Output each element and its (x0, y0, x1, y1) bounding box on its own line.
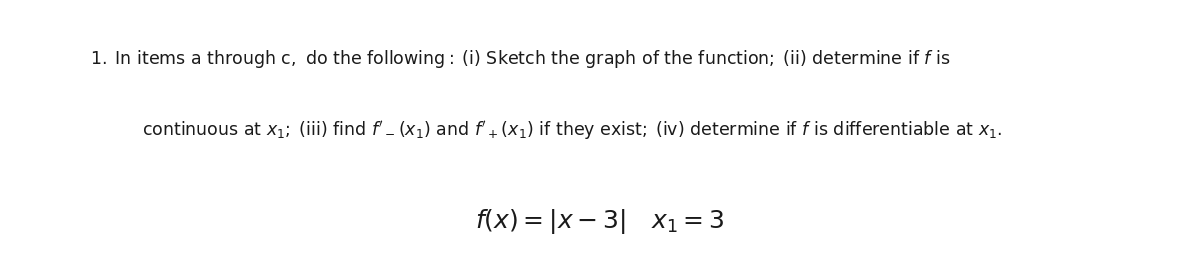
Text: $f(x) = |x-3| \quad x_1 = 3$: $f(x) = |x-3| \quad x_1 = 3$ (475, 207, 725, 236)
Text: $\mathrm{continuous\ at\ }x_1\mathrm{;\;(iii)\ find\ }f'_-(x_1)\mathrm{\ and\ }f: $\mathrm{continuous\ at\ }x_1\mathrm{;\;… (142, 119, 1002, 142)
Text: $1.\;\mathrm{In\ items\ a\ through\ c,\ do\ the\ following:\;(i)\ Sketch\ the\ g: $1.\;\mathrm{In\ items\ a\ through\ c,\ … (90, 48, 950, 70)
